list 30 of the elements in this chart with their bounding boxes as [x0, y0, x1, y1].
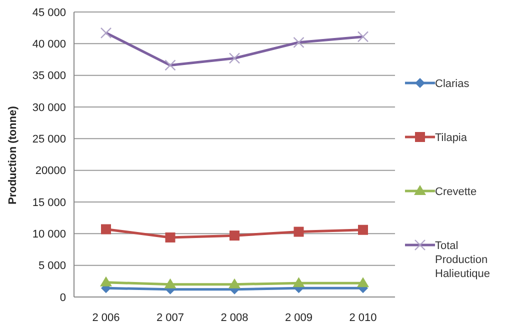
- y-axis-title: Production (tonne): [6, 106, 19, 204]
- point: [358, 224, 368, 235]
- x-tick-label: 2 006: [92, 312, 120, 324]
- y-tick-label: 30 000: [32, 102, 66, 114]
- legend-label: Clarias: [435, 77, 470, 91]
- point: [100, 276, 112, 286]
- legend-label: Crevette: [435, 185, 477, 199]
- point: [165, 232, 176, 242]
- y-tick-label: 20000: [35, 165, 66, 178]
- x-tick-label: 2 008: [220, 312, 248, 324]
- point: [292, 277, 305, 288]
- point: [357, 277, 369, 288]
- point: [164, 278, 176, 288]
- point: [230, 230, 240, 241]
- y-tick-label: 15 000: [32, 196, 66, 209]
- x-tick-label: 2 007: [156, 312, 184, 324]
- y-tick-label: 35 000: [32, 70, 66, 82]
- legend-label: Tilapia: [435, 131, 467, 145]
- y-tick-label: 40 000: [32, 38, 66, 51]
- y-tick-label: 0: [60, 292, 66, 304]
- y-tick-label: 10 000: [32, 228, 66, 241]
- x-tick-label: 2 009: [284, 312, 313, 324]
- y-tick-label: 5 000: [38, 260, 66, 272]
- point: [101, 224, 111, 234]
- x-tick-label: 2 010: [349, 312, 377, 324]
- y-tick-label: 25 000: [32, 134, 66, 146]
- point: [294, 226, 304, 237]
- y-tick-label: 45 000: [32, 6, 66, 19]
- point: [228, 278, 240, 288]
- legend-label: Total Production Halieutique: [435, 239, 492, 281]
